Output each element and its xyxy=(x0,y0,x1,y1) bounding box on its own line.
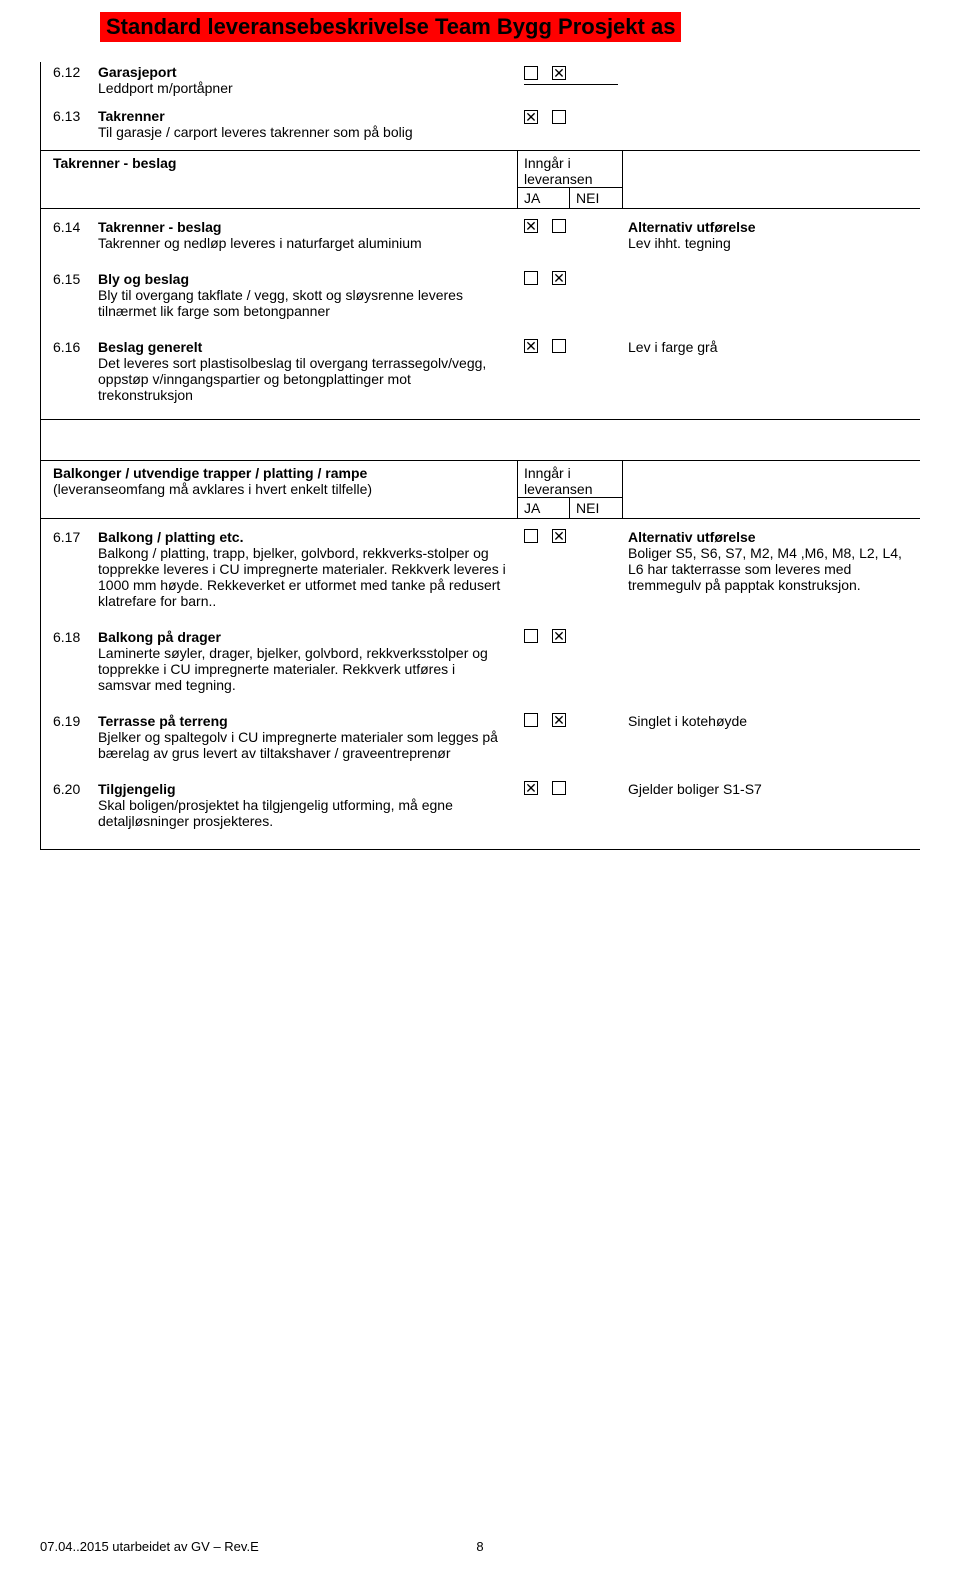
row-number: 6.15 xyxy=(53,271,98,287)
checkbox-checked: ✕ xyxy=(524,219,538,233)
row-checkboxes: ✕ xyxy=(518,64,618,85)
row-checkboxes: ✕ xyxy=(518,219,618,233)
row-text: Beslag genereltDet leveres sort plastiso… xyxy=(98,339,518,403)
spec-row: 6.20TilgjengeligSkal boligen/prosjektet … xyxy=(41,771,920,839)
row-text: Terrasse på terrengBjelker og spaltegolv… xyxy=(98,713,518,761)
row-text: Takrenner - beslagTakrenner og nedløp le… xyxy=(98,219,518,251)
spec-row: 6.18Balkong på dragerLaminerte søyler, d… xyxy=(41,619,920,703)
checkbox-unchecked xyxy=(552,219,566,233)
spec-row: 6.17Balkong / platting etc.Balkong / pla… xyxy=(41,519,920,619)
row-checkboxes: ✕ xyxy=(518,339,618,353)
footer-left: 07.04..2015 utarbeidet av GV – Rev.E xyxy=(40,1539,259,1554)
document-title: Standard leveransebeskrivelse Team Bygg … xyxy=(100,12,681,42)
nei-label: NEI xyxy=(570,497,622,518)
row-number: 6.13 xyxy=(53,108,98,124)
checkbox-unchecked xyxy=(552,339,566,353)
row-checkboxes: ✕ xyxy=(518,781,618,795)
section-heading: Balkonger / utvendige trapper / platting… xyxy=(53,465,367,481)
section-header-takrenner-beslag: Takrenner - beslag Inngår i leveransen J… xyxy=(41,150,920,209)
nei-label: NEI xyxy=(570,187,622,208)
row-checkboxes: ✕ xyxy=(518,529,618,543)
page-footer: 07.04..2015 utarbeidet av GV – Rev.E 8 xyxy=(40,1539,920,1554)
row-number: 6.12 xyxy=(53,64,98,80)
checkbox-unchecked xyxy=(524,529,538,543)
inngar-label: Inngår i leveransen xyxy=(518,151,622,187)
row-alt: Singlet i kotehøyde xyxy=(618,713,920,729)
checkbox-checked: ✕ xyxy=(524,110,538,124)
row-checkboxes: ✕ xyxy=(518,713,618,727)
checkbox-unchecked xyxy=(524,629,538,643)
checkbox-checked: ✕ xyxy=(552,66,566,80)
page-number: 8 xyxy=(476,1539,483,1554)
row-text: TakrennerTil garasje / carport leveres t… xyxy=(98,108,518,140)
row-text: GarasjeportLeddport m/portåpner xyxy=(98,64,518,96)
checkbox-unchecked xyxy=(524,713,538,727)
checkbox-checked: ✕ xyxy=(552,529,566,543)
row-number: 6.16 xyxy=(53,339,98,355)
checkbox-checked: ✕ xyxy=(552,629,566,643)
row-number: 6.14 xyxy=(53,219,98,235)
row-number: 6.19 xyxy=(53,713,98,729)
row-text: Balkong på dragerLaminerte søyler, drage… xyxy=(98,629,518,693)
section-header-balkonger: Balkonger / utvendige trapper / platting… xyxy=(41,460,920,519)
spec-row: 6.13TakrennerTil garasje / carport lever… xyxy=(41,106,920,150)
ja-label: JA xyxy=(518,497,570,518)
row-number: 6.17 xyxy=(53,529,98,545)
row-checkboxes: ✕ xyxy=(518,271,618,285)
spec-row: 6.15Bly og beslagBly til overgang takfla… xyxy=(41,261,920,329)
row-number: 6.18 xyxy=(53,629,98,645)
checkbox-unchecked xyxy=(524,271,538,285)
spec-row: 6.16Beslag genereltDet leveres sort plas… xyxy=(41,329,920,413)
content-area: 6.12GarasjeportLeddport m/portåpner✕6.13… xyxy=(40,62,920,850)
checkbox-checked: ✕ xyxy=(524,781,538,795)
checkbox-unchecked xyxy=(552,110,566,124)
row-alt: Alternativ utførelseBoliger S5, S6, S7, … xyxy=(618,529,920,593)
row-alt: Gjelder boliger S1-S7 xyxy=(618,781,920,797)
checkbox-checked: ✕ xyxy=(552,713,566,727)
inngar-label: Inngår i leveransen xyxy=(518,461,622,497)
spec-row: 6.14Takrenner - beslagTakrenner og nedlø… xyxy=(41,209,920,261)
checkbox-checked: ✕ xyxy=(524,339,538,353)
row-text: Balkong / platting etc.Balkong / plattin… xyxy=(98,529,518,609)
row-checkboxes: ✕ xyxy=(518,629,618,643)
spec-row: 6.12GarasjeportLeddport m/portåpner ✕ xyxy=(41,62,920,106)
section-subheading: (leveranseomfang må avklares i hvert enk… xyxy=(53,481,372,497)
spec-row: 6.19Terrasse på terrengBjelker og spalte… xyxy=(41,703,920,771)
ja-label: JA xyxy=(518,187,570,208)
row-text: TilgjengeligSkal boligen/prosjektet ha t… xyxy=(98,781,518,829)
checkbox-unchecked xyxy=(524,66,538,80)
row-checkboxes: ✕ xyxy=(518,108,618,128)
row-alt: Alternativ utførelseLev ihht. tegning xyxy=(618,219,920,251)
row-alt: Lev i farge grå xyxy=(618,339,920,355)
checkbox-unchecked xyxy=(552,781,566,795)
row-text: Bly og beslagBly til overgang takflate /… xyxy=(98,271,518,319)
row-number: 6.20 xyxy=(53,781,98,797)
section-heading: Takrenner - beslag xyxy=(53,155,176,171)
checkbox-checked: ✕ xyxy=(552,271,566,285)
